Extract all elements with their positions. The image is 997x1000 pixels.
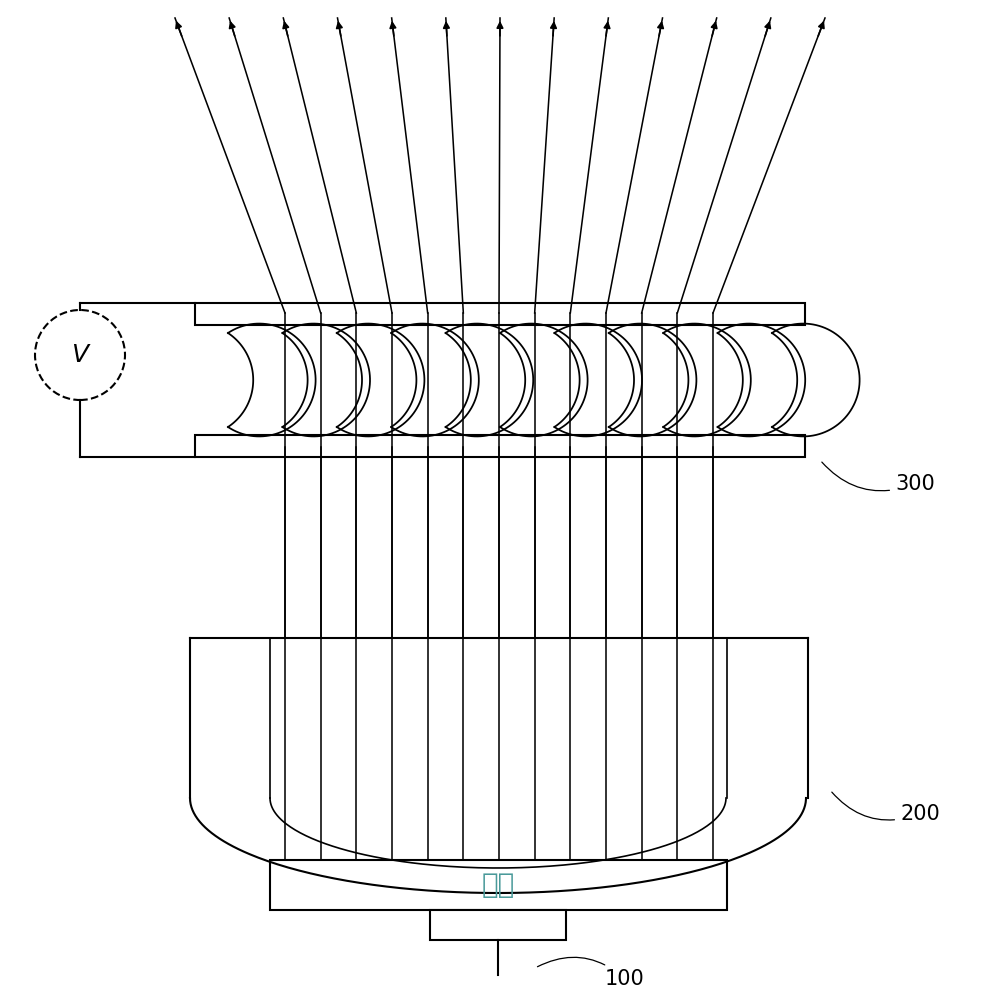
Text: 300: 300	[822, 462, 935, 494]
Text: 光源: 光源	[482, 871, 514, 899]
Text: 100: 100	[537, 957, 645, 989]
Text: 200: 200	[831, 792, 940, 824]
Bar	[430, 910, 566, 940]
Bar	[195, 435, 805, 457]
Text: V: V	[72, 343, 89, 367]
Bar	[195, 303, 805, 325]
Bar	[270, 860, 727, 910]
